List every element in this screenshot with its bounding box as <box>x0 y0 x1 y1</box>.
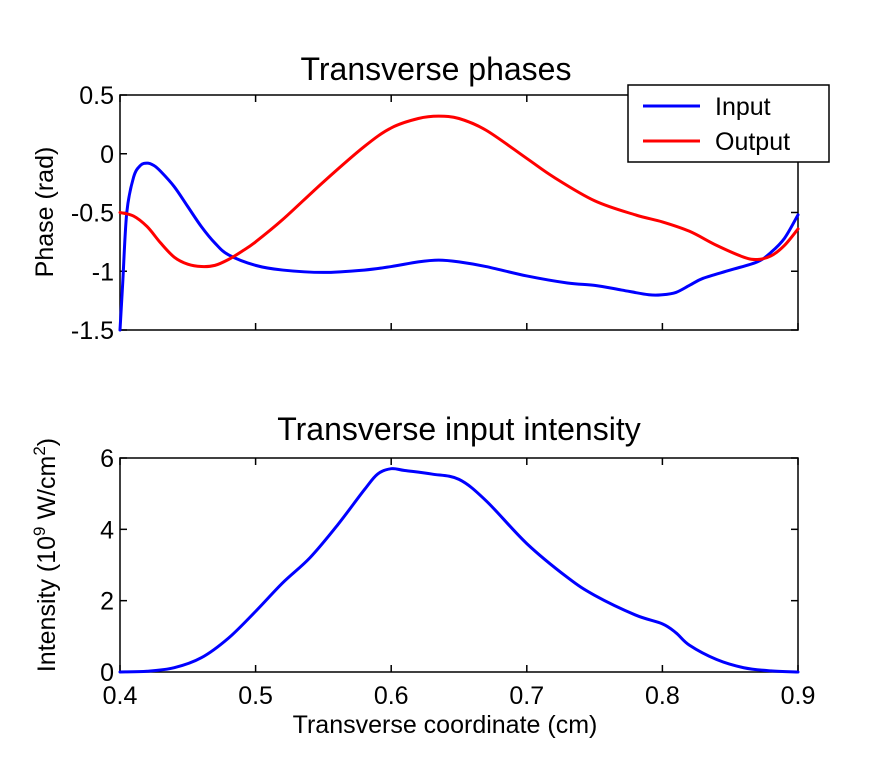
intensity-x-tick-label: 0.4 <box>103 682 138 710</box>
phase-legend: Input Output <box>627 84 830 163</box>
phase-chart: Transverse phases -1.5 -1 -0.5 0 0.5 Phase (… <box>31 51 830 345</box>
legend-label-input: Input <box>715 93 771 121</box>
phase-y-tick-label: 0 <box>100 141 114 169</box>
phase-y-axis-label: Phase (rad) <box>31 147 59 278</box>
intensity-y-tick-label: 0 <box>100 659 114 687</box>
intensity-y-tick-label: 4 <box>100 516 114 544</box>
intensity-y-ticks: 0 2 4 6 <box>100 445 798 687</box>
intensity-x-tick-label: 0.5 <box>238 682 273 710</box>
intensity-chart: Transverse input intensity 0.4 0.5 0.6 0.7 0… <box>30 411 815 739</box>
legend-box <box>627 84 830 163</box>
intensity-series <box>118 467 800 674</box>
intensity-x-tick-label: 0.8 <box>645 682 680 710</box>
intensity-x-ticks: 0.4 0.5 0.6 0.7 0.8 0.9 <box>103 458 816 710</box>
intensity-x-tick-label: 0.9 <box>781 682 816 710</box>
phase-series <box>118 114 800 332</box>
intensity-x-axis-label: Transverse coordinate (cm) <box>293 711 598 739</box>
phase-chart-title: Transverse phases <box>301 51 572 87</box>
intensity-y-tick-label: 6 <box>100 445 114 473</box>
intensity-chart-title: Transverse input intensity <box>277 411 640 447</box>
legend-label-output: Output <box>715 128 790 156</box>
intensity-y-axis-label: Intensity (109 W/cm2) <box>30 438 61 672</box>
intensity-series-0-line <box>118 467 800 674</box>
phase-y-tick-label: -0.5 <box>71 200 114 228</box>
intensity-plot-area <box>119 457 799 673</box>
intensity-y-tick-label: 2 <box>100 588 114 616</box>
intensity-x-tick-label: 0.7 <box>509 682 544 710</box>
phase-output-line <box>118 114 800 269</box>
intensity-x-tick-label: 0.6 <box>374 682 409 710</box>
phase-y-tick-label: -1.5 <box>71 317 114 345</box>
phase-y-tick-label: 0.5 <box>79 82 114 110</box>
phase-input-line <box>118 161 800 332</box>
phase-y-tick-label: -1 <box>92 258 114 286</box>
